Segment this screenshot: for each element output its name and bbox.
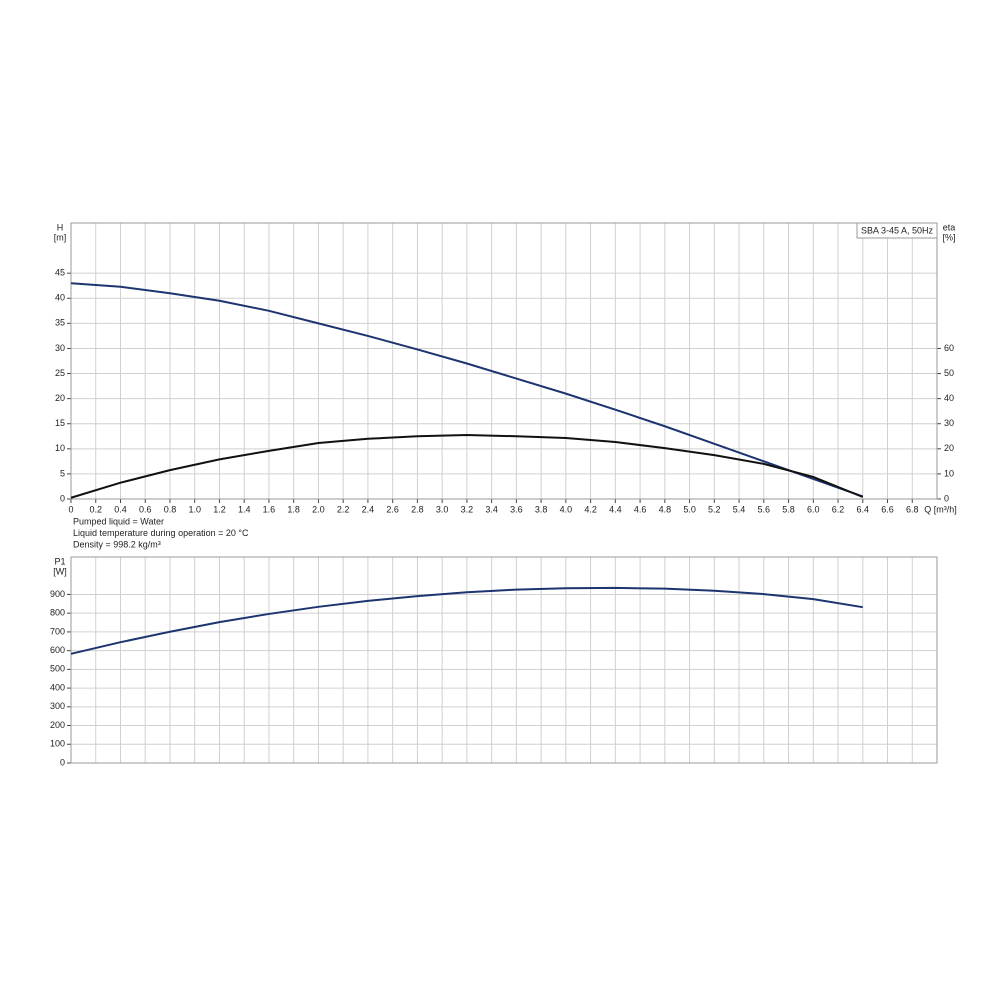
x-tick-label: 2.4 [362, 504, 375, 514]
y-tick-label: 5 [60, 468, 65, 478]
x-tick-label: 2.6 [386, 504, 399, 514]
x-tick-label: 5.6 [758, 504, 771, 514]
y-axis-unit: [m] [54, 232, 67, 242]
y2-tick-label: 30 [944, 418, 954, 428]
y-tick-label: 35 [55, 318, 65, 328]
x-tick-label: 1.8 [287, 504, 300, 514]
x-tick-label: 6.0 [807, 504, 820, 514]
x-tick-label: 6.6 [881, 504, 894, 514]
x-tick-label: 2.8 [411, 504, 424, 514]
y-tick-label: 100 [50, 739, 65, 749]
y-tick-label: 500 [50, 664, 65, 674]
x-tick-label: 1.6 [263, 504, 276, 514]
y2-tick-label: 60 [944, 343, 954, 353]
x-tick-label: 2.2 [337, 504, 350, 514]
y-axis-unit: [W] [53, 566, 67, 576]
y-tick-label: 900 [50, 589, 65, 599]
y2-tick-label: 20 [944, 443, 954, 453]
x-tick-label: 3.6 [510, 504, 523, 514]
y-tick-label: 0 [60, 493, 65, 503]
curve [70, 282, 864, 498]
y2-axis-unit: [%] [942, 232, 955, 242]
y-tick-label: 20 [55, 393, 65, 403]
legend-box [856, 222, 938, 239]
y-tick-label: 45 [55, 268, 65, 278]
y-tick-label: 0 [60, 757, 65, 767]
x-tick-label: 5.4 [733, 504, 746, 514]
y-axis-label: H [57, 222, 64, 232]
y-tick-label: 200 [50, 720, 65, 730]
y-tick-label: 400 [50, 682, 65, 692]
y2-axis-label: eta [943, 222, 956, 232]
x-tick-label: 2.0 [312, 504, 325, 514]
x-tick-label: 4.0 [560, 504, 573, 514]
y-tick-label: 700 [50, 626, 65, 636]
curve [70, 586, 863, 655]
y-tick-label: 30 [55, 343, 65, 353]
note: Pumped liquid = Water [73, 516, 164, 526]
x-tick-label: 0.2 [89, 504, 102, 514]
y2-tick-label: 50 [944, 368, 954, 378]
x-tick-label: 6.2 [832, 504, 845, 514]
y2-tick-label: 40 [944, 393, 954, 403]
x-tick-label: 4.8 [659, 504, 672, 514]
curve [70, 434, 864, 499]
y-tick-label: 10 [55, 443, 65, 453]
y-tick-label: 600 [50, 645, 65, 655]
chart-title: SBA 3-45 A, 50Hz [861, 225, 934, 235]
x-tick-label: 0.8 [164, 504, 177, 514]
y-axis-label: P1 [54, 556, 65, 566]
x-tick-label: 1.4 [238, 504, 251, 514]
note: Liquid temperature during operation = 20… [73, 528, 249, 538]
x-tick-label: 3.8 [535, 504, 548, 514]
x-tick-label: 3.4 [485, 504, 498, 514]
x-tick-label: 5.8 [782, 504, 795, 514]
y-tick-label: 40 [55, 293, 65, 303]
plot-frame [70, 556, 938, 764]
x-tick-label: 1.2 [213, 504, 226, 514]
x-tick-label: 3.0 [436, 504, 449, 514]
x-tick-label: 5.0 [683, 504, 696, 514]
plot-frame [70, 222, 938, 500]
x-tick-label: 6.8 [906, 504, 919, 514]
y2-tick-label: 10 [944, 468, 954, 478]
x-tick-label: 3.2 [461, 504, 474, 514]
x-tick-label: 0.4 [114, 504, 127, 514]
x-tick-label: 4.2 [584, 504, 597, 514]
x-tick-label: 6.4 [857, 504, 870, 514]
y-tick-label: 25 [55, 368, 65, 378]
x-tick-label: 0 [68, 504, 73, 514]
note: Density = 998.2 kg/m³ [73, 539, 161, 549]
x-tick-label: 4.4 [609, 504, 622, 514]
x-tick-label: 0.6 [139, 504, 152, 514]
x-tick-label: 4.6 [634, 504, 647, 514]
y2-tick-label: 0 [944, 493, 949, 503]
x-axis-label: Q [m³/h] [924, 504, 957, 514]
y-tick-label: 800 [50, 608, 65, 618]
x-tick-label: 1.0 [188, 504, 201, 514]
y-tick-label: 15 [55, 418, 65, 428]
x-tick-label: 5.2 [708, 504, 721, 514]
y-tick-label: 300 [50, 701, 65, 711]
